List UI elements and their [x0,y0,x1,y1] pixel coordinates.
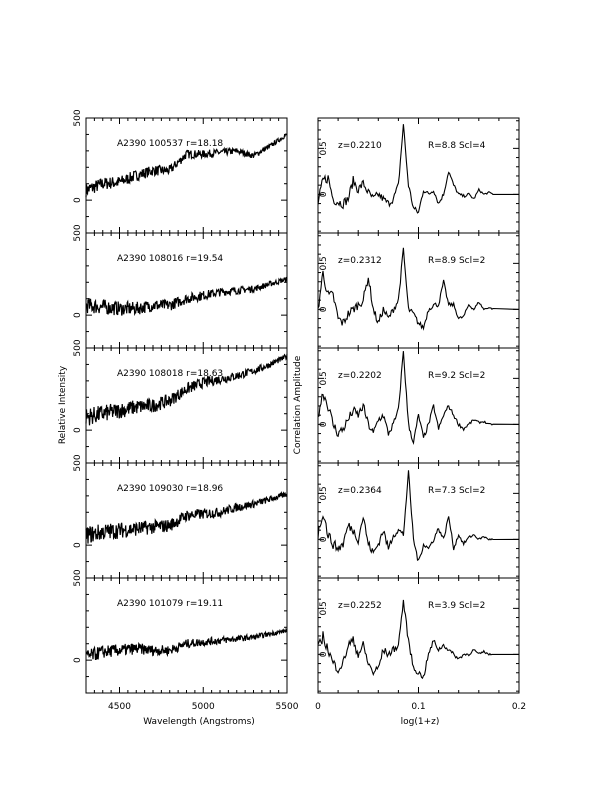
r-scale-label: R=3.9 Scl=2 [428,601,485,611]
y-tick-label: 500 [73,569,83,586]
correlation-panel-frame [317,232,520,349]
x-tick-label: 5500 [276,702,299,712]
spectrum-line [85,627,288,661]
spectrum-label: A2390 108018 r=18.63 [117,369,223,379]
correlation-panel-frame [317,577,520,694]
x-tick-label: 4500 [108,702,131,712]
spectrum-line [85,276,288,317]
correlation-line [317,124,519,214]
y-tick-label: 500 [73,224,83,241]
y-tick-label: 0 [73,542,83,548]
redshift-label: z=0.2364 [338,486,382,496]
spectrum-label: A2390 100537 r=18.18 [117,139,223,149]
left-ylabel: Relative Intensity [58,365,68,444]
correlation-panel-frame [317,117,520,234]
r-scale-label: R=8.8 Scl=4 [428,141,486,151]
correlation-line [317,599,519,680]
y-tick-label: 0 [319,306,329,312]
y-tick-label: 0.5 [319,486,329,500]
spectrum-line [85,133,288,198]
correlation-line [317,470,520,561]
y-tick-label: 0 [73,427,83,433]
spectrum-line [85,353,288,426]
y-tick-label: 500 [73,339,83,356]
spectrum-label: A2390 108016 r=19.54 [117,254,223,264]
right-ylabel: Correlation Amplitude [293,355,303,454]
right-xlabel: log(1+z) [401,717,440,727]
correlation-panel-frame [317,462,520,579]
spectrum-label: A2390 109030 r=18.96 [117,484,223,494]
redshift-label: z=0.2202 [338,371,382,381]
y-tick-label: 0.5 [319,141,329,155]
y-tick-label: 500 [73,109,83,126]
y-tick-label: 0 [73,312,83,318]
redshift-label: z=0.2210 [338,141,382,151]
correlation-panel-frame [317,347,520,464]
correlation-line [317,247,520,331]
x-tick-label: 0.2 [512,702,526,712]
y-tick-label: 0.5 [319,371,329,385]
x-tick-label: 0 [315,702,321,712]
y-tick-label: 0 [319,421,329,427]
y-tick-label: 0 [73,657,83,663]
y-tick-label: 0 [319,191,329,197]
y-tick-label: 0.5 [319,256,329,270]
x-tick-label: 0.1 [411,702,425,712]
spectrum-label: A2390 101079 r=19.11 [117,599,223,609]
y-tick-label: 0.5 [319,601,329,615]
redshift-label: z=0.2252 [338,601,382,611]
redshift-label: z=0.2312 [338,256,382,266]
r-scale-label: R=7.3 Scl=2 [428,486,485,496]
spectrum-line [85,490,288,544]
spectrum-panel-frame [85,117,288,234]
correlation-line [317,351,520,445]
x-tick-label: 5000 [192,702,215,712]
left-xlabel: Wavelength (Angstroms) [143,717,255,727]
y-tick-label: 500 [73,454,83,471]
y-tick-label: 0 [319,536,329,542]
r-scale-label: R=8.9 Scl=2 [428,256,485,266]
y-tick-label: 0 [73,197,83,203]
y-tick-label: 0 [319,651,329,657]
r-scale-label: R=9.2 Scl=2 [428,371,485,381]
